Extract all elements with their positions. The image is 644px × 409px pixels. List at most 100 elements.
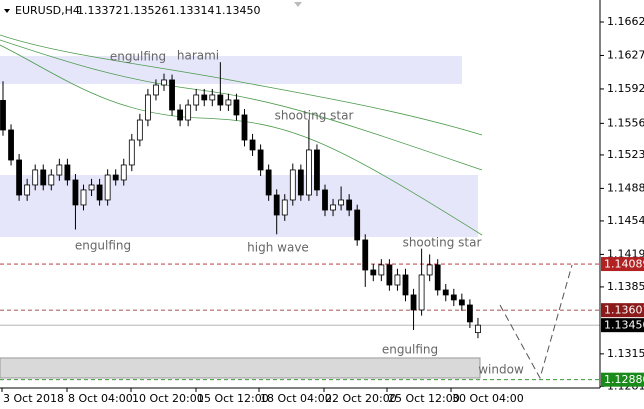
menu-arrow[interactable] (4, 9, 10, 13)
annotation: shooting star (403, 236, 482, 250)
candle-body (378, 264, 385, 276)
x-tick-label: 22 Oct 20:00 (325, 392, 397, 405)
projection (499, 264, 573, 380)
candle-body (281, 199, 288, 216)
candle-body (8, 129, 14, 161)
x-tick-label: 8 Oct 04:00 (68, 392, 133, 405)
candle-body (338, 199, 345, 206)
annotation: shooting star (275, 109, 354, 123)
open: 1.13372 (77, 4, 123, 17)
candle-body (466, 304, 473, 323)
x-tick-label: 25 Oct 12:00 (388, 392, 460, 405)
candle-body (233, 99, 240, 116)
level-badge (601, 372, 644, 387)
candle-body (120, 164, 127, 181)
level-badge (601, 257, 644, 272)
y-tick-label: 1.15920 (607, 82, 644, 95)
close: 1.13450 (215, 4, 261, 17)
zone (0, 175, 478, 237)
candle-body (48, 174, 55, 186)
header: EURUSD,H4 1.13372 1.13526 1.13314 1.1345… (15, 4, 261, 17)
y-tick-label: 1.16270 (607, 48, 644, 61)
zones (0, 56, 481, 379)
candle-body (442, 289, 449, 296)
y-tick-label: 1.15560 (607, 116, 644, 129)
candle-body (169, 79, 175, 111)
candle-body (153, 84, 159, 96)
candle-body (64, 164, 71, 181)
candle-body (88, 184, 95, 191)
zone (0, 357, 481, 379)
candle-body (322, 189, 328, 211)
candle-body (394, 274, 401, 286)
levels (0, 263, 600, 381)
x-tick-label: 18 Oct 04:00 (260, 392, 332, 405)
candle-body (257, 149, 264, 171)
y-tick-label: 1.14880 (607, 181, 644, 194)
candle-body (56, 164, 63, 176)
level-badge (601, 318, 644, 333)
annotation: high wave (247, 241, 309, 255)
candle-body (72, 179, 79, 206)
annotation: engulfing (382, 343, 438, 357)
candles (0, 62, 481, 339)
candle-body (185, 104, 192, 121)
candle-body (136, 119, 143, 141)
candle-body (144, 94, 151, 121)
x-tick-label: 10 Oct 20:00 (132, 392, 204, 405)
annotations: engulfing harami shooting star engulfing hig… (75, 49, 524, 377)
candle-body (402, 274, 409, 296)
candle-body (434, 264, 441, 291)
candle-body (330, 204, 336, 211)
level-badge (601, 303, 644, 318)
x-tick-label: 3 Oct 2018 (3, 392, 64, 405)
x-tick-label: 30 Oct 04:00 (452, 392, 524, 405)
low: 1.13314 (169, 4, 215, 17)
candle-body (32, 169, 39, 186)
candle-body (265, 169, 272, 196)
candle-body (249, 139, 256, 151)
annotation: window (478, 363, 524, 377)
candle-body (241, 114, 248, 141)
candle-body (410, 294, 417, 311)
candle-body (418, 274, 425, 311)
candle-body (458, 299, 465, 306)
candle-body (354, 209, 361, 241)
candle-body (475, 324, 481, 334)
candle-body (16, 159, 23, 196)
candle-body (225, 99, 232, 106)
candle-body (193, 94, 200, 106)
candle-body (273, 194, 280, 216)
moving-averages (0, 34, 483, 236)
level-label: 1.14089 (604, 258, 644, 271)
candle-body (426, 264, 433, 276)
level-label: 1.12880 (604, 373, 644, 386)
level-label: 1.13450 (604, 319, 644, 332)
candle-body (104, 174, 111, 201)
candle-body (370, 269, 377, 276)
x-tick-label: 15 Oct 12:00 (197, 392, 269, 405)
y-tick-label: 1.13850 (607, 280, 644, 293)
annotation: engulfing (110, 50, 166, 64)
ma-mid (0, 39, 483, 171)
candle-body (80, 189, 87, 206)
candle-body (362, 239, 369, 271)
candle-body (112, 174, 119, 181)
candle-body (201, 94, 208, 101)
candle-body (161, 79, 167, 86)
zone (0, 56, 462, 85)
candle-body (386, 264, 393, 286)
shift-marker (294, 2, 302, 7)
annotation: harami (177, 49, 219, 63)
candle-body (0, 100, 6, 131)
candle-body (450, 294, 457, 301)
candle-body (305, 149, 312, 196)
candle-body (314, 149, 320, 191)
candle-body (297, 169, 304, 196)
candle-body (96, 184, 103, 201)
candle-body (289, 169, 296, 201)
candle-body (346, 199, 353, 211)
level-label: 1.13607 (604, 304, 644, 317)
